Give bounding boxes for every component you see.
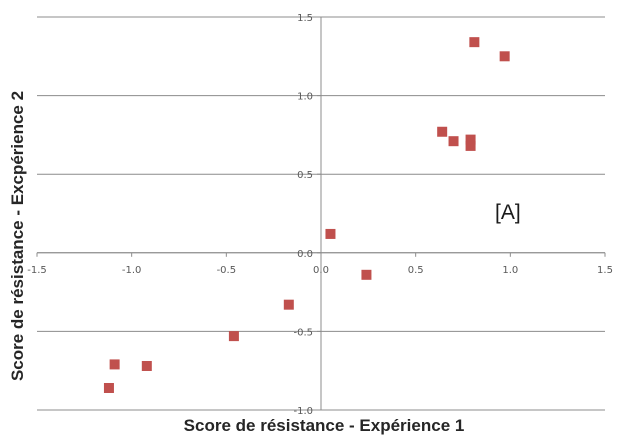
- data-point: [469, 37, 480, 48]
- data-point: [499, 51, 510, 62]
- x-tick-label: 0.5: [408, 265, 424, 276]
- tick-labels: -1.0 -0.5 0.0 0.5 1.0 1.5 -1.5 -1.0 -0.5 0.0 0.5 1.…: [27, 13, 613, 417]
- data-point: [465, 140, 476, 151]
- data-points: [103, 37, 510, 393]
- data-point: [103, 382, 114, 393]
- x-tick-label: -1.0: [122, 265, 142, 276]
- axes: [36, 16, 606, 411]
- x-tick-label: -1.5: [27, 265, 47, 276]
- y-axis-title: Score de résistance - Excpérience 2: [8, 91, 27, 381]
- y-tick-label: 1.5: [297, 13, 313, 24]
- data-point: [437, 126, 448, 137]
- data-point: [109, 359, 120, 370]
- x-tick-label: 1.5: [597, 265, 613, 276]
- data-point: [228, 331, 239, 342]
- y-tick-label: 0.0: [297, 249, 313, 260]
- y-tick-label: -0.5: [293, 327, 313, 338]
- x-axis-title: Score de résistance - Expérience 1: [184, 416, 465, 435]
- x-tick-label: 0.0: [313, 265, 329, 276]
- data-point: [448, 136, 459, 147]
- y-tick-label: -1.0: [293, 406, 313, 417]
- x-tick-label: 1.0: [502, 265, 518, 276]
- x-tick-label: -0.5: [217, 265, 237, 276]
- y-tick-label: 1.0: [297, 92, 313, 103]
- data-point: [361, 269, 372, 280]
- y-tick-label: 0.5: [297, 170, 313, 181]
- data-point: [465, 134, 476, 145]
- data-point: [283, 299, 294, 310]
- data-point: [325, 228, 336, 239]
- annotation-label: [A]: [495, 201, 521, 224]
- data-point: [141, 360, 152, 371]
